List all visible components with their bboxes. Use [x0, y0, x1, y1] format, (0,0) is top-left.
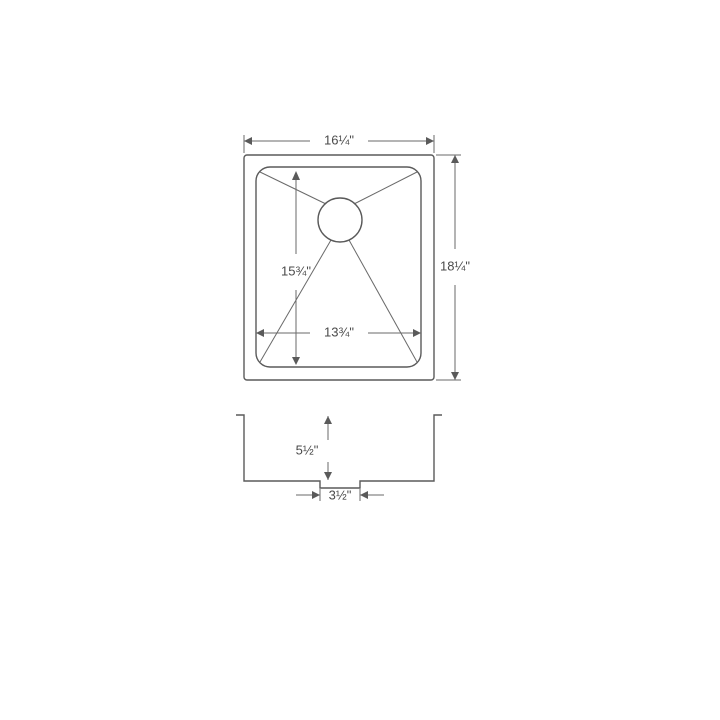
dim-drain: 3½"	[296, 487, 384, 502]
drain-circle	[318, 198, 362, 242]
side-view: 5½" 3½"	[236, 415, 442, 502]
dim-outer-width: 16¼"	[244, 132, 434, 153]
top-view: 16¼" 18¼" 13¾" 15¾"	[244, 132, 470, 380]
crease-line	[349, 240, 417, 362]
label-outer-width: 16¼"	[324, 132, 354, 147]
sink-dimension-drawing: 16¼" 18¼" 13¾" 15¾"	[0, 0, 720, 720]
label-depth: 5½"	[296, 442, 319, 457]
dim-outer-height: 18¼"	[436, 155, 470, 380]
side-profile	[236, 415, 442, 488]
label-drain: 3½"	[329, 487, 352, 502]
label-inner-height: 15¾"	[281, 263, 311, 278]
label-outer-height: 18¼"	[440, 258, 470, 273]
dim-inner-height: 15¾"	[281, 171, 311, 365]
dim-depth: 5½"	[296, 416, 332, 480]
crease-line	[354, 172, 417, 204]
label-inner-width: 13¾"	[324, 324, 354, 339]
crease-line	[260, 172, 326, 204]
outer-rim	[244, 155, 434, 380]
